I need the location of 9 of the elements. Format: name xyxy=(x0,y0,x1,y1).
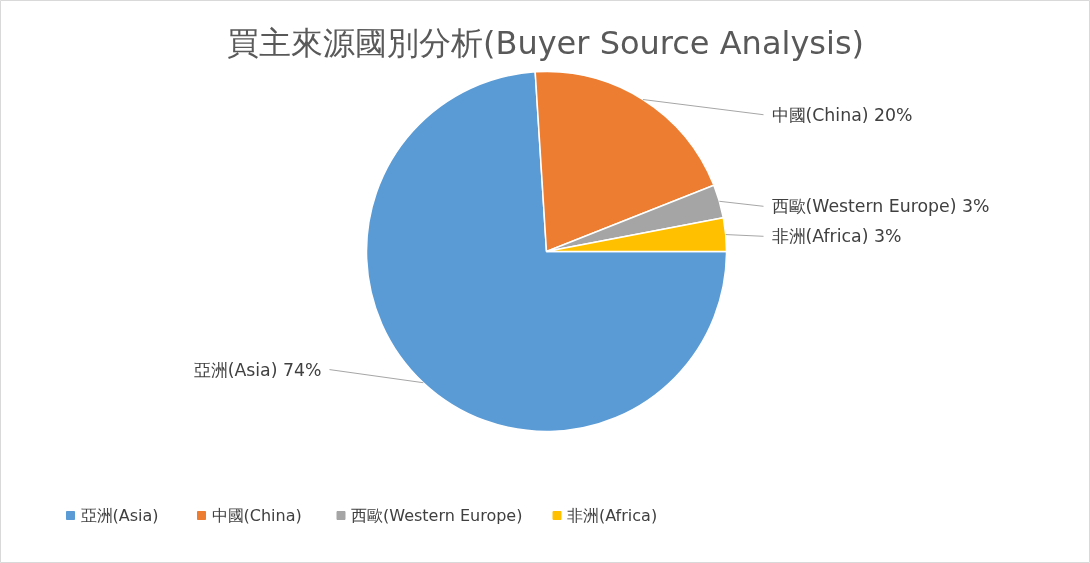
category-label: 西歐(Western Europe) 3% xyxy=(771,196,990,217)
legend-label: 亞洲(Asia) xyxy=(80,506,159,525)
category-label: 非洲(Africa) 3% xyxy=(771,226,902,247)
legend-label: 中國(China) xyxy=(211,506,302,525)
chart-title: 買主來源國別分析(Buyer Source Analysis) xyxy=(226,23,865,62)
legend-label: 西歐(Western Europe) xyxy=(351,506,523,525)
category-label: 亞洲(Asia) 74% xyxy=(193,359,322,380)
category-label: 中國(China) 20% xyxy=(771,104,913,125)
legend-label: 非洲(Africa) xyxy=(567,506,658,525)
